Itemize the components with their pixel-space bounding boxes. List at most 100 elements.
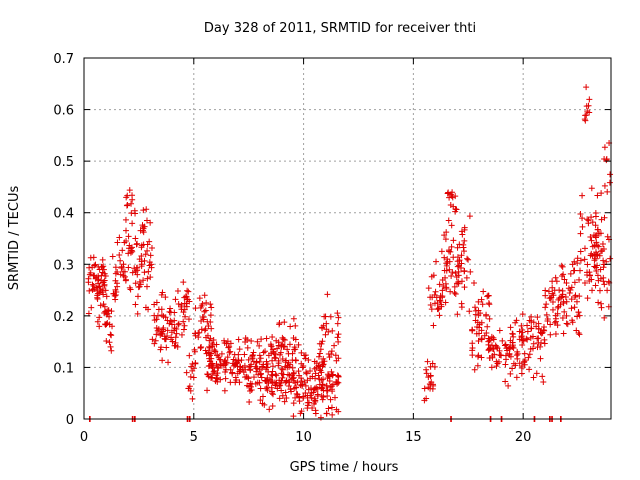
data-point (577, 230, 584, 237)
data-point (528, 313, 535, 320)
data-point (214, 378, 221, 385)
data-point (576, 276, 583, 283)
data-point (279, 392, 286, 399)
data-point (159, 357, 166, 364)
data-point (331, 394, 338, 401)
data-point (304, 377, 311, 384)
data-point (496, 327, 503, 334)
data-point (581, 245, 588, 252)
data-point (335, 331, 342, 338)
data-point (594, 242, 601, 249)
data-point (461, 284, 468, 291)
data-point (235, 336, 242, 343)
data-point (429, 294, 436, 301)
data-point (94, 290, 101, 297)
data-point (258, 336, 265, 343)
data-point (434, 300, 441, 307)
data-point (597, 266, 604, 273)
data-point (284, 371, 291, 378)
data-point (152, 337, 159, 344)
data-point (272, 371, 279, 378)
data-point (594, 226, 601, 233)
data-point (292, 394, 299, 401)
data-point (519, 337, 526, 344)
data-point (260, 349, 267, 356)
data-point (245, 356, 252, 363)
data-point (204, 387, 211, 394)
data-point (226, 343, 233, 350)
data-point (138, 252, 145, 259)
data-point (215, 365, 222, 372)
data-point (120, 261, 127, 268)
data-point (561, 308, 568, 315)
data-point (146, 259, 153, 266)
data-point (322, 331, 329, 338)
data-point (101, 270, 108, 277)
data-point (526, 351, 533, 358)
data-point (599, 241, 606, 248)
data-point (560, 298, 567, 305)
data-point (601, 314, 608, 321)
data-point (524, 336, 531, 343)
data-point (186, 352, 193, 359)
data-point (235, 351, 242, 358)
data-point (485, 300, 492, 307)
data-point (329, 388, 336, 395)
data-point (214, 370, 221, 377)
data-point (301, 352, 308, 359)
data-point (247, 380, 254, 387)
data-point (456, 257, 463, 264)
data-point (444, 258, 451, 265)
data-point (502, 361, 509, 368)
data-point (271, 354, 278, 361)
data-point (236, 379, 243, 386)
data-point (258, 374, 265, 381)
data-point (197, 344, 204, 351)
data-point (558, 273, 565, 280)
data-point (198, 302, 205, 309)
data-point (316, 366, 323, 373)
data-point (586, 109, 593, 116)
data-point (279, 356, 286, 363)
data-point (227, 379, 234, 386)
data-point (592, 264, 599, 271)
data-point (598, 190, 605, 197)
data-point (465, 256, 472, 263)
data-point (319, 325, 326, 332)
data-point (544, 318, 551, 325)
data-point (236, 364, 243, 371)
data-point (455, 280, 462, 287)
data-point (311, 395, 318, 402)
data-point (298, 375, 305, 382)
data-point (273, 379, 280, 386)
data-point (575, 329, 582, 336)
data-point (474, 362, 481, 369)
data-point (279, 374, 286, 381)
data-point (559, 291, 566, 298)
data-point (601, 144, 608, 151)
data-point (278, 387, 285, 394)
data-point (458, 300, 465, 307)
data-point (317, 367, 324, 374)
data-point (247, 363, 254, 370)
data-point (461, 224, 468, 231)
data-point (132, 235, 139, 242)
data-point (586, 96, 593, 103)
data-point (163, 344, 170, 351)
data-point (205, 349, 212, 356)
data-point (151, 317, 158, 324)
data-point (571, 304, 578, 311)
data-point (444, 190, 451, 197)
data-point (262, 366, 269, 373)
data-point (149, 336, 156, 343)
data-point (281, 319, 288, 326)
data-point (248, 387, 255, 394)
data-point (221, 339, 228, 346)
data-point (131, 207, 138, 214)
data-point (319, 338, 326, 345)
data-point (558, 262, 565, 269)
data-point (478, 336, 485, 343)
data-point (114, 239, 121, 246)
x-tick-label: 5 (190, 430, 198, 445)
data-point (454, 254, 461, 261)
